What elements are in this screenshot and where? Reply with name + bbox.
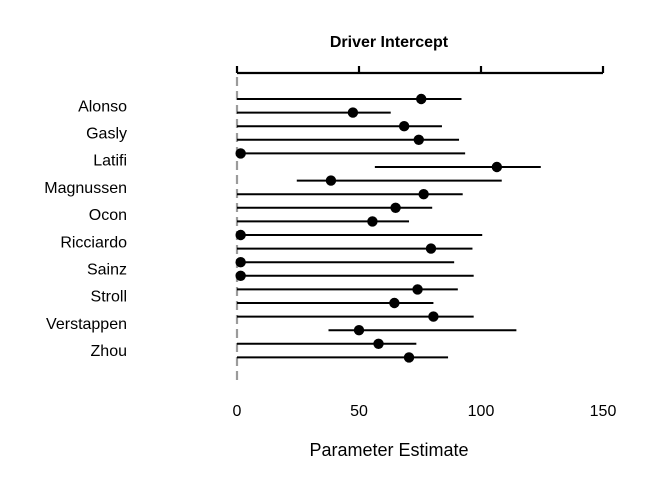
estimate-point: [413, 134, 424, 145]
estimate-point: [389, 297, 400, 309]
estimate-point: [353, 325, 365, 336]
estimate-point: [235, 257, 246, 268]
y-tick-label: Stroll: [91, 289, 127, 306]
x-tick-label: 50: [350, 403, 368, 420]
estimate-point: [367, 216, 378, 227]
y-tick-label: Alonso: [78, 98, 127, 115]
y-axis-labels: Alonso Gasly Latifi Magnussen Ocon Ricciardo S…: [44, 98, 127, 360]
y-tick-label: Latifi: [93, 153, 127, 170]
estimate-point: [373, 338, 384, 349]
estimate-point: [425, 243, 437, 254]
estimate-point: [491, 161, 503, 173]
estimate-point: [235, 270, 246, 281]
interval-layer: [235, 93, 541, 363]
y-tick-label: Verstappen: [46, 316, 127, 333]
x-tick-label: 100: [468, 403, 495, 420]
estimate-point: [403, 352, 415, 363]
y-tick-label: Ricciardo: [60, 234, 127, 251]
y-tick-label: Magnussen: [44, 180, 127, 197]
y-tick-label: Zhou: [91, 343, 127, 360]
x-axis-label: Parameter Estimate: [309, 440, 468, 460]
x-tick-label: 150: [590, 403, 617, 420]
estimate-point: [347, 107, 359, 118]
estimate-point: [235, 229, 246, 241]
estimate-point: [235, 148, 246, 159]
estimate-point: [416, 93, 427, 105]
chart-title: Driver Intercept: [330, 34, 449, 51]
top-axis: [235, 66, 605, 75]
y-tick-label: Ocon: [89, 207, 127, 224]
y-tick-label: Gasly: [86, 126, 127, 143]
estimate-point: [418, 189, 429, 200]
estimate-point: [325, 175, 337, 186]
estimate-point: [398, 121, 410, 132]
x-axis-tick-labels: 0 50 100 150: [233, 403, 617, 420]
estimate-point: [412, 284, 423, 295]
x-tick-label: 0: [233, 403, 242, 420]
estimate-point: [428, 311, 439, 322]
estimate-point: [390, 202, 401, 213]
y-tick-label: Sainz: [87, 262, 127, 279]
